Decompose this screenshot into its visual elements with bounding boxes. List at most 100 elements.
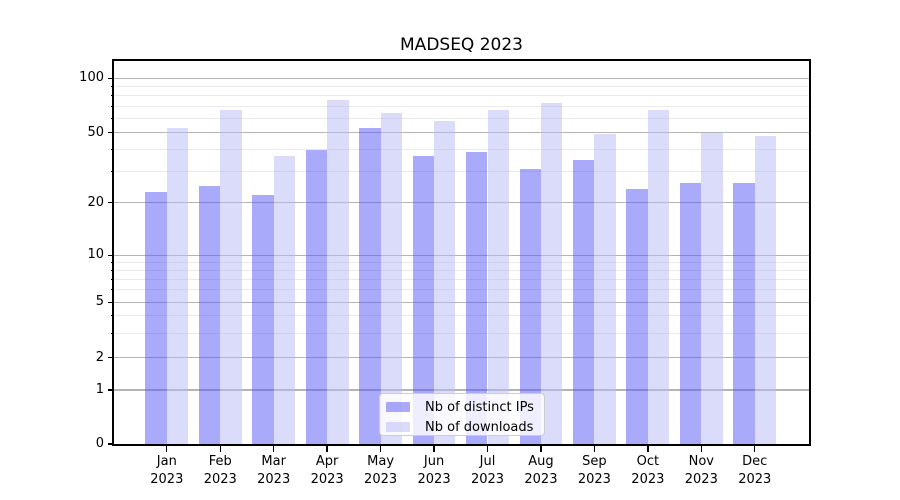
bar-downloads-oct <box>647 109 670 444</box>
y-tick-5 <box>107 301 114 303</box>
gridline-minor-3 <box>114 332 809 334</box>
bar-downloads-jul <box>487 109 509 444</box>
bar-downloads-may <box>380 113 402 444</box>
bar-distinct-ips-apr <box>305 149 328 444</box>
x-tick-label-dec: Dec 2023 <box>723 453 787 489</box>
axis-spine-bottom <box>112 444 811 446</box>
y-tick-label-10: 10 <box>87 247 104 263</box>
gridline-major-1 <box>114 389 809 391</box>
bar-downloads-mar <box>273 155 296 444</box>
gridline-minor-7 <box>114 278 809 280</box>
legend-swatch-distinct-ips <box>386 402 410 412</box>
gridline-minor-4 <box>114 315 809 317</box>
y-tick-0 <box>107 443 114 445</box>
x-tick-jul <box>486 445 489 452</box>
plot-area <box>114 61 809 444</box>
bar-downloads-nov <box>701 132 723 444</box>
bar-distinct-ips-jan <box>145 191 167 444</box>
bar-distinct-ips-sep <box>573 159 595 444</box>
bar-downloads-feb <box>220 109 242 444</box>
y-minor-tick-70 <box>110 105 114 107</box>
y-tick-label-2: 2 <box>95 349 104 365</box>
x-tick-label-month: Jan <box>156 454 177 469</box>
x-tick-apr <box>326 445 328 452</box>
x-tick-sep <box>593 445 596 452</box>
x-tick-label-feb: Feb 2023 <box>188 453 252 489</box>
y-minor-tick-6 <box>110 289 114 291</box>
x-tick-label-aug: Aug 2023 <box>509 453 573 489</box>
y-tick-label-50: 50 <box>87 124 104 140</box>
x-tick-label-month: Nov <box>688 454 714 469</box>
x-tick-label-oct: Oct 2023 <box>616 453 680 489</box>
x-tick-label-year: 2023 <box>310 472 344 487</box>
x-tick-label-year: 2023 <box>364 472 398 487</box>
x-tick-label-month: May <box>367 454 395 469</box>
x-tick-may <box>379 445 382 452</box>
x-tick-jun <box>433 445 435 452</box>
axis-spine-top <box>112 59 811 61</box>
bar-distinct-ips-jun <box>412 155 435 444</box>
x-tick-label-year: 2023 <box>203 472 237 487</box>
legend: Nb of distinct IPs Nb of downloads <box>379 393 545 436</box>
gridline-major-2 <box>114 356 809 359</box>
y-minor-tick-40 <box>110 149 114 151</box>
bar-distinct-ips-mar <box>252 195 274 444</box>
y-tick-label-20: 20 <box>87 194 104 210</box>
gridline-major-100 <box>114 77 809 79</box>
y-tick-label-1: 1 <box>95 382 104 397</box>
gridline-minor-60 <box>114 117 809 119</box>
gridline-minor-90 <box>114 86 809 88</box>
x-tick-label-jul: Jul 2023 <box>456 453 520 489</box>
y-tick-label-0: 0 <box>95 436 104 451</box>
y-minor-tick-4 <box>110 315 114 317</box>
chart-title: MADSEQ 2023 <box>400 35 523 55</box>
x-tick-label-month: Apr <box>315 454 339 469</box>
legend-label-downloads: Nb of downloads <box>425 419 534 435</box>
y-tick-100 <box>107 77 114 79</box>
x-tick-oct <box>647 445 649 452</box>
x-tick-mar <box>273 445 275 452</box>
gridline-minor-8 <box>114 269 809 271</box>
y-minor-tick-8 <box>110 269 114 271</box>
x-tick-label-year: 2023 <box>257 472 291 487</box>
x-tick-dec <box>754 445 756 452</box>
gridline-minor-80 <box>114 95 809 97</box>
x-tick-aug <box>540 445 542 452</box>
bar-distinct-ips-jul <box>466 151 488 444</box>
bar-downloads-dec <box>754 135 777 444</box>
y-minor-tick-3 <box>110 332 114 334</box>
gridline-major-5 <box>114 301 809 303</box>
legend-entry-downloads: Nb of downloads <box>380 419 544 435</box>
x-tick-label-month: Jun <box>423 454 445 469</box>
y-tick-2 <box>107 356 114 359</box>
bar-distinct-ips-nov <box>679 182 702 444</box>
x-tick-label-sep: Sep 2023 <box>562 453 626 489</box>
gridline-minor-9 <box>114 261 809 263</box>
x-tick-feb <box>219 445 221 452</box>
x-tick-label-year: 2023 <box>470 472 505 487</box>
gridline-minor-70 <box>114 105 809 107</box>
y-tick-label-100: 100 <box>79 70 104 86</box>
x-tick-label-nov: Nov 2023 <box>669 453 733 489</box>
y-tick-20 <box>107 202 114 204</box>
y-tick-1 <box>107 389 114 391</box>
x-tick-label-month: Dec <box>742 454 768 469</box>
gridline-major-50 <box>114 131 809 134</box>
x-tick-label-month: Aug <box>528 454 554 469</box>
bar-downloads-aug <box>540 102 563 444</box>
bar-distinct-ips-oct <box>626 188 648 444</box>
legend-entry-distinct-ips: Nb of distinct IPs <box>380 399 544 415</box>
x-tick-label-jun: Jun 2023 <box>402 453 466 489</box>
bar-distinct-ips-may <box>359 127 381 444</box>
legend-swatch-downloads <box>386 422 410 432</box>
x-tick-label-month: Mar <box>261 454 286 469</box>
x-tick-label-year: 2023 <box>631 472 665 487</box>
gridline-major-10 <box>114 254 809 256</box>
bar-downloads-apr <box>327 99 349 444</box>
x-tick-nov <box>700 445 702 452</box>
gridline-major-20 <box>114 202 809 204</box>
y-minor-tick-9 <box>110 261 114 263</box>
bar-distinct-ips-feb <box>198 185 221 444</box>
legend-label-distinct-ips: Nb of distinct IPs <box>425 399 534 415</box>
